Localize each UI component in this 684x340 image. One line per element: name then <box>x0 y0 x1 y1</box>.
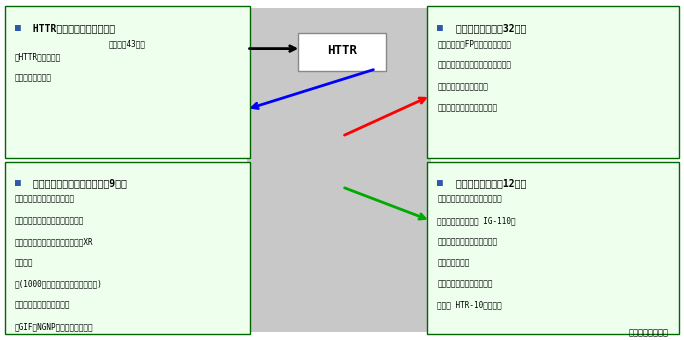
Text: ■: ■ <box>15 178 21 188</box>
Text: 金属材料・高温機器（特許；9件）: 金属材料・高温機器（特許；9件） <box>27 178 127 188</box>
Text: （低破損率、照射安定性）: （低破損率、照射安定性） <box>437 103 497 112</box>
Text: 温度で使用できるハステロイ－XR: 温度で使用できるハステロイ－XR <box>15 237 94 246</box>
Text: つ被覆粒子燃料の製造技術を開発: つ被覆粒子燃料の製造技術を開発 <box>437 61 512 70</box>
Text: (1000℃まで使用可能、高耐食性): (1000℃まで使用可能、高耐食性) <box>15 279 103 289</box>
Text: ・中国 HTR-10でも採用: ・中国 HTR-10でも採用 <box>437 301 502 310</box>
FancyBboxPatch shape <box>298 33 386 70</box>
Text: HTTR設計・建設・運転経験: HTTR設計・建設・運転経験 <box>27 23 116 33</box>
FancyBboxPatch shape <box>5 162 250 334</box>
Text: 照射安定性）: 照射安定性） <box>437 258 470 267</box>
Text: ・GIF、NGNPでも採用を検討中: ・GIF、NGNPでも採用を検討中 <box>15 322 94 331</box>
FancyBboxPatch shape <box>247 8 430 332</box>
Text: －世界最高のFP閉じ込め能力を持: －世界最高のFP閉じ込め能力を持 <box>437 39 512 49</box>
Text: －原子炉特性把握: －原子炉特性把握 <box>15 73 52 83</box>
Text: ・等方性高密度黒鉛 IG-110の: ・等方性高密度黒鉛 IG-110の <box>437 216 516 225</box>
Text: ・世界で唯一かつ高品質: ・世界で唯一かつ高品質 <box>437 82 488 91</box>
Text: ・高温構造設計方針の確立: ・高温構造設計方針の確立 <box>15 301 70 310</box>
Text: ・原子力用構造材として世界最高: ・原子力用構造材として世界最高 <box>15 216 84 225</box>
Text: ■: ■ <box>437 178 443 188</box>
Text: ■: ■ <box>437 23 443 33</box>
Text: ・黒鉛構造設計方針の確立: ・黒鉛構造設計方針の確立 <box>437 279 493 289</box>
Text: （特許；公開数）: （特許；公開数） <box>629 328 669 337</box>
Text: ■: ■ <box>15 23 21 33</box>
Text: HTTR: HTTR <box>327 44 357 57</box>
Text: （特許；43件）: （特許；43件） <box>109 39 146 49</box>
Text: －耐熱・耐食金属材料の開発: －耐熱・耐食金属材料の開発 <box>15 194 75 204</box>
Text: 黒　鉛　（特許；12件）: 黒 鉛 （特許；12件） <box>449 178 526 188</box>
Text: －HTTR建設・設計: －HTTR建設・設計 <box>15 52 62 61</box>
FancyBboxPatch shape <box>427 6 679 158</box>
Text: ・世界最高の高品位黒鉛を開発: ・世界最高の高品位黒鉛を開発 <box>437 194 502 204</box>
Text: を開発: を開発 <box>15 258 34 267</box>
FancyBboxPatch shape <box>427 162 679 334</box>
Text: 燃　料　（特許；32件）: 燃 料 （特許；32件） <box>449 23 526 33</box>
Text: 開発（高強度、高耐食性、: 開発（高強度、高耐食性、 <box>437 237 497 246</box>
FancyBboxPatch shape <box>5 6 250 158</box>
